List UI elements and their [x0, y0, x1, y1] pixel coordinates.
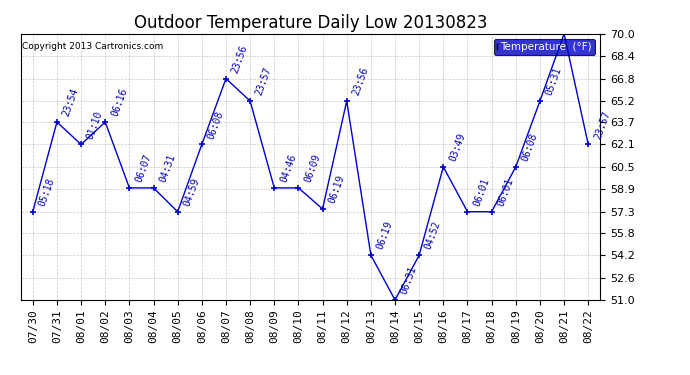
Text: 06:09: 06:09	[303, 153, 322, 184]
Text: 23:57: 23:57	[255, 66, 274, 97]
Text: 06:16: 06:16	[110, 87, 129, 118]
Text: 06:01: 06:01	[472, 177, 491, 207]
Text: 05:31: 05:31	[544, 66, 564, 97]
Text: 06:01: 06:01	[496, 177, 515, 207]
Text: 04:46: 04:46	[279, 153, 298, 184]
Text: 04:31: 04:31	[158, 153, 177, 184]
Text: 23:57: 23:57	[593, 109, 612, 140]
Text: Copyright 2013 Cartronics.com: Copyright 2013 Cartronics.com	[22, 42, 163, 51]
Text: 05:18: 05:18	[37, 177, 57, 207]
Text: 04:52: 04:52	[424, 220, 443, 251]
Text: 06:19: 06:19	[375, 220, 395, 251]
Legend: Temperature  (°F): Temperature (°F)	[494, 39, 595, 55]
Text: 06:08: 06:08	[206, 109, 226, 140]
Text: 23:56: 23:56	[230, 44, 250, 74]
Text: 23:54: 23:54	[61, 87, 81, 118]
Text: 06:07: 06:07	[134, 153, 153, 184]
Text: 06:31: 06:31	[400, 265, 419, 296]
Text: 23:56: 23:56	[351, 66, 371, 97]
Title: Outdoor Temperature Daily Low 20130823: Outdoor Temperature Daily Low 20130823	[134, 14, 487, 32]
Text: 04:59: 04:59	[182, 177, 201, 207]
Text: 06:19: 06:19	[327, 174, 346, 205]
Text: 01:10: 01:10	[86, 109, 105, 140]
Text: 06:08: 06:08	[520, 132, 540, 163]
Text: 03:49: 03:49	[448, 132, 467, 163]
